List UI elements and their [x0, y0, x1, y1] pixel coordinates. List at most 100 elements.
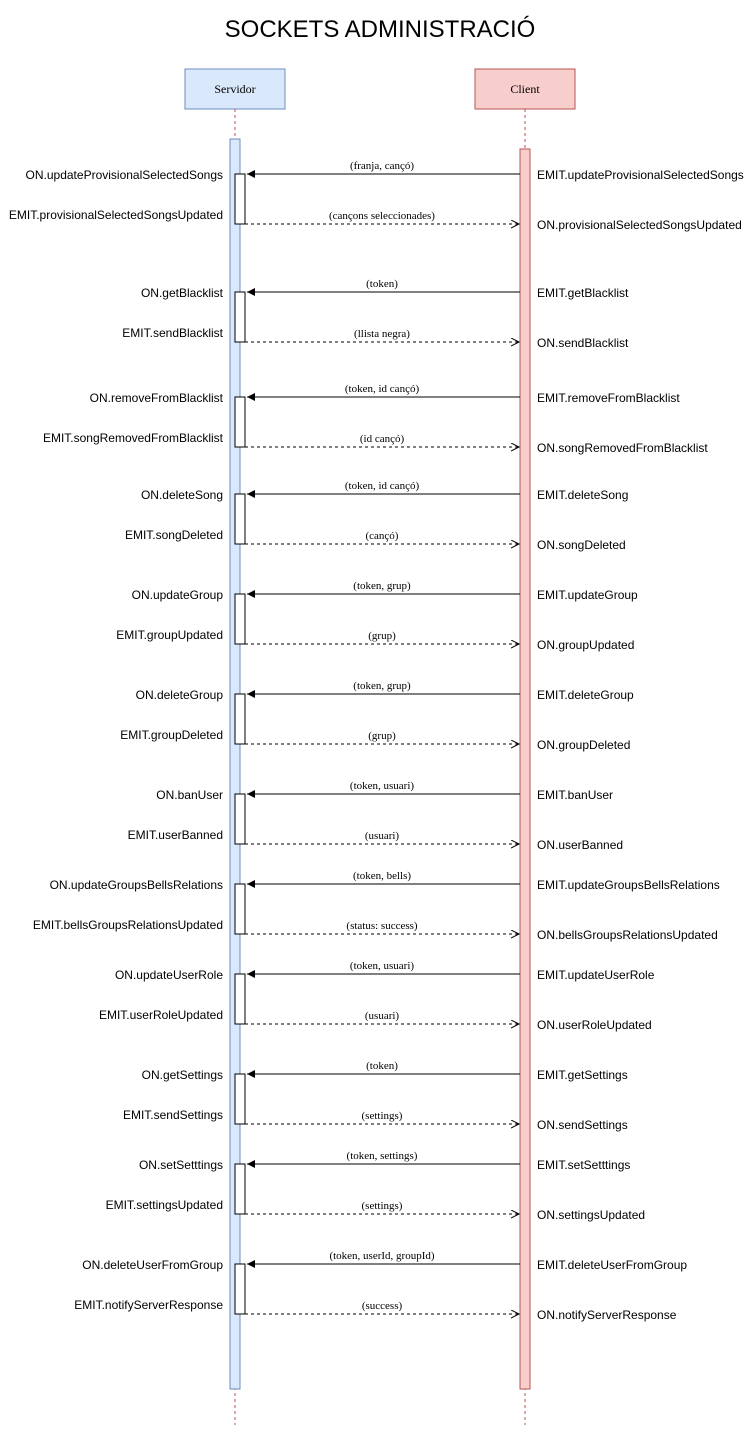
server-on-label: ON.deleteSong [141, 488, 223, 502]
client-on-label: ON.sendSettings [537, 1118, 628, 1132]
exchange-10: (token, settings) (settings) ON.setSetttin… [106, 1150, 645, 1222]
request-label: (token, settings) [347, 1150, 418, 1162]
client-emit-label: EMIT.deleteSong [537, 488, 628, 502]
server-emit-label: EMIT.sendSettings [123, 1108, 223, 1122]
exchange-7: (token, bells) (status: success) ON.update… [33, 870, 720, 942]
response-label: (success) [362, 1300, 403, 1312]
exchange-4: (token, grup) (grup) ON.updateGroup EMIT.gr… [116, 580, 638, 652]
client-on-label: ON.userBanned [537, 838, 623, 852]
exchange-6: (token, usuari) (usuari) ON.banUser EMIT.us… [128, 780, 623, 852]
server-on-label: ON.deleteUserFromGroup [82, 1258, 223, 1272]
server-emit-label: EMIT.songDeleted [125, 528, 223, 542]
server-emit-label: EMIT.userBanned [128, 828, 223, 842]
server-on-label: ON.getSettings [142, 1068, 223, 1082]
request-label: (token, bells) [353, 870, 411, 882]
server-call-activation [234, 173, 246, 225]
client-emit-label: EMIT.deleteGroup [537, 688, 634, 702]
server-on-label: ON.removeFromBlacklist [90, 391, 224, 405]
exchange-5: (token, grup) (grup) ON.deleteGroup EMIT.gr… [120, 680, 634, 752]
server-call-activation [234, 973, 246, 1025]
exchange-3: (token, id cançó) (cançó) ON.deleteSong EMI… [125, 480, 628, 552]
server-call-activation [234, 396, 246, 448]
request-label: (token, usuari) [350, 960, 414, 972]
response-label: (settings) [362, 1200, 403, 1212]
client-on-label: ON.bellsGroupsRelationsUpdated [537, 928, 718, 942]
response-label: (grup) [368, 630, 396, 642]
server-participant: Servidor [184, 68, 286, 110]
client-emit-label: EMIT.getBlacklist [537, 286, 629, 300]
response-label: (id cançó) [360, 433, 405, 445]
client-on-label: ON.provisionalSelectedSongsUpdated [537, 218, 742, 232]
server-call-activation [234, 793, 246, 845]
client-participant: Client [474, 68, 576, 110]
client-on-label: ON.groupUpdated [537, 638, 634, 652]
server-call-activation [234, 291, 246, 343]
request-label: (token, grup) [353, 680, 411, 692]
response-label: (usuari) [365, 830, 400, 842]
client-emit-label: EMIT.removeFromBlacklist [537, 391, 680, 405]
server-emit-label: EMIT.userRoleUpdated [99, 1008, 223, 1022]
client-on-label: ON.songRemovedFromBlacklist [537, 441, 708, 455]
server-call-activation [234, 1073, 246, 1125]
server-on-label: ON.updateGroup [132, 588, 224, 602]
server-participant-label: Servidor [214, 82, 255, 96]
client-on-label: ON.songDeleted [537, 538, 626, 552]
server-call-activation [234, 883, 246, 935]
response-label: (grup) [368, 730, 396, 742]
exchange-1: (token) (llista negra) ON.getBlacklist EMIT… [122, 278, 629, 350]
server-emit-label: EMIT.sendBlacklist [122, 326, 223, 340]
exchange-9: (token) (settings) ON.getSettings EMIT.send… [123, 1060, 628, 1132]
message-exchanges: (franja, cançó) (cançons seleccionades) ON… [9, 160, 744, 1322]
request-label: (token, grup) [353, 580, 411, 592]
request-label: (token, id cançó) [345, 480, 420, 492]
exchange-8: (token, usuari) (usuari) ON.updateUserRole… [99, 960, 655, 1032]
server-emit-label: EMIT.bellsGroupsRelationsUpdated [33, 918, 223, 932]
server-emit-label: EMIT.groupDeleted [120, 728, 223, 742]
server-on-label: ON.deleteGroup [136, 688, 224, 702]
response-label: (status: success) [346, 920, 418, 932]
server-on-label: ON.setSetttings [139, 1158, 223, 1172]
server-on-label: ON.getBlacklist [141, 286, 224, 300]
response-label: (llista negra) [354, 328, 410, 340]
request-label: (token, id cançó) [345, 383, 420, 395]
client-activation-bar [519, 148, 531, 1390]
response-label: (cançons seleccionades) [329, 210, 435, 222]
client-on-label: ON.settingsUpdated [537, 1208, 645, 1222]
server-activation-bar [229, 138, 241, 1390]
diagram-title: SOCKETS ADMINISTRACIÓ [225, 16, 536, 43]
request-label: (token, userId, groupId) [329, 1250, 434, 1262]
client-emit-label: EMIT.getSettings [537, 1068, 628, 1082]
client-emit-label: EMIT.updateUserRole [537, 968, 655, 982]
server-on-label: ON.updateGroupsBellsRelations [50, 878, 223, 892]
client-on-label: ON.userRoleUpdated [537, 1018, 652, 1032]
client-emit-label: EMIT.updateProvisionalSelectedSongs [537, 168, 744, 182]
request-label: (token, usuari) [350, 780, 414, 792]
client-emit-label: EMIT.setSetttings [537, 1158, 630, 1172]
server-call-activation [234, 493, 246, 545]
server-on-label: ON.updateUserRole [115, 968, 223, 982]
server-emit-label: EMIT.provisionalSelectedSongsUpdated [9, 208, 223, 222]
server-on-label: ON.updateProvisionalSelectedSongs [26, 168, 223, 182]
client-on-label: ON.sendBlacklist [537, 336, 629, 350]
exchange-0: (franja, cançó) (cançons seleccionades) ON… [9, 160, 744, 232]
server-emit-label: EMIT.groupUpdated [116, 628, 223, 642]
exchange-2: (token, id cançó) (id cançó) ON.removeFrom… [43, 383, 708, 455]
response-label: (usuari) [365, 1010, 400, 1022]
client-emit-label: EMIT.deleteUserFromGroup [537, 1258, 687, 1272]
server-on-label: ON.banUser [156, 788, 223, 802]
server-emit-label: EMIT.notifyServerResponse [74, 1298, 223, 1312]
request-label: (token) [366, 278, 398, 290]
server-emit-label: EMIT.settingsUpdated [106, 1198, 223, 1212]
client-emit-label: EMIT.banUser [537, 788, 613, 802]
exchange-11: (token, userId, groupId) (success) ON.dele… [74, 1250, 687, 1322]
request-label: (token) [366, 1060, 398, 1072]
server-call-activation [234, 1163, 246, 1215]
server-call-activation [234, 693, 246, 745]
server-call-activation [234, 593, 246, 645]
client-emit-label: EMIT.updateGroupsBellsRelations [537, 878, 720, 892]
client-on-label: ON.groupDeleted [537, 738, 630, 752]
server-call-activation [234, 1263, 246, 1315]
client-on-label: ON.notifyServerResponse [537, 1308, 677, 1322]
client-emit-label: EMIT.updateGroup [537, 588, 638, 602]
